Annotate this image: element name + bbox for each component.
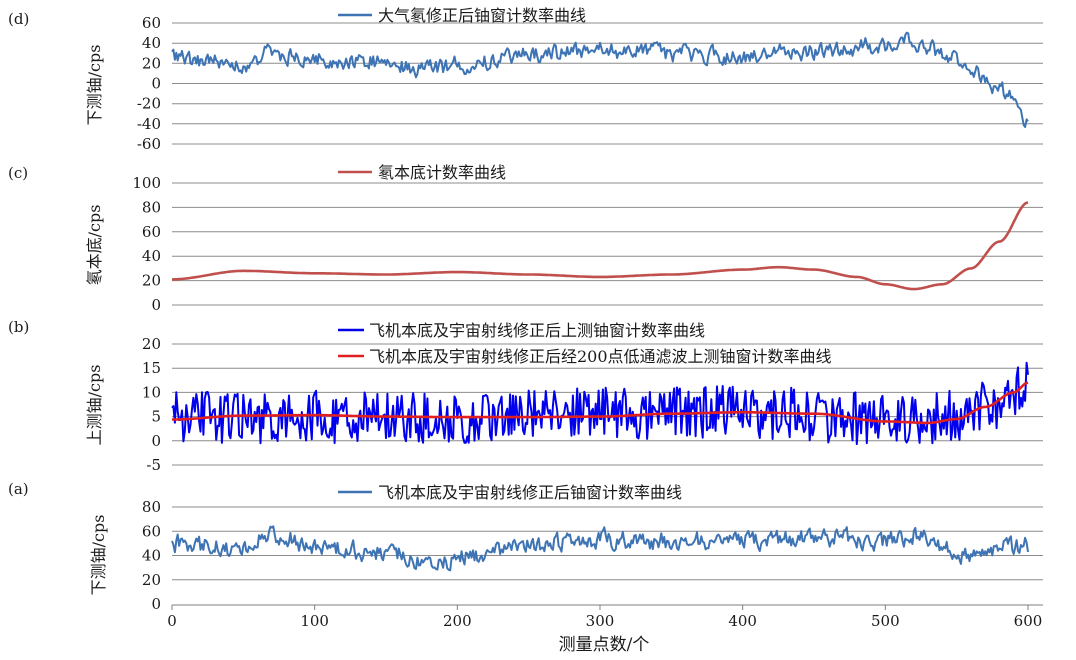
panel-d-legend: 大气氡修正后铀窗计数率曲线 [338,6,586,25]
panel-c-ytick-label: 20 [142,272,161,290]
x-tick-label: 0 [167,612,177,630]
panel-b-ytick-label: 5 [151,408,161,426]
panel-c-ylabel: 氡本底/cps [85,205,104,286]
x-tick-label: 600 [1014,612,1043,630]
panel-b-yticks: -5 0 5 10 15 20 [142,335,161,474]
panel-a-ytick-label: 40 [142,547,161,565]
panel-b-ylabel: 上测铀/cps [85,365,104,446]
panel-b-letter: (b) [8,318,29,336]
panel-a-legend-label: 飞机本底及宇宙射线修正后铀窗计数率曲线 [378,483,682,502]
panel-c-letter: (c) [8,164,28,182]
panel-d-ytick-label: 20 [142,54,161,72]
panel-d-ylabel: 下测铀/cps [85,45,104,126]
x-tick-label: 200 [443,612,472,630]
panel-d-ytick-label: -60 [137,135,161,153]
panel-b-legend-label-1: 飞机本底及宇宙射线修正后上测铀窗计数率曲线 [369,321,705,340]
panel-c-ytick-label: 40 [142,247,161,265]
panel-b: (b) 上测铀/cps 飞机本底及宇宙射线修正后上测铀窗计数率曲线 飞机本底及宇… [8,318,1043,474]
panel-c-series-line-1 [172,201,1029,291]
panel-d-legend-label: 大气氡修正后铀窗计数率曲线 [378,6,586,25]
panel-d-yticks: -60 -40 -20 0 20 40 60 [137,14,161,153]
panel-d-ytick-label: -20 [137,95,161,113]
x-tick-label: 400 [728,612,757,630]
panel-c-yticks: 0 20 40 60 80 100 [132,174,161,314]
panel-a: (a) 下测铀/cps 飞机本底及宇宙射线修正后铀窗计数率曲线 0 20 40 60 8… [8,480,1043,613]
panel-b-ytick-label: -5 [146,456,161,474]
panel-d-ytick-label: 0 [151,75,161,93]
panel-a-legend: 飞机本底及宇宙射线修正后铀窗计数率曲线 [338,483,682,502]
panel-c-ytick-label: 100 [132,174,161,192]
panel-b-legend-label-2: 飞机本底及宇宙射线修正后经200点低通滤波上测铀窗计数率曲线 [369,347,832,366]
x-tick-label: 500 [871,612,900,630]
panel-a-yticks: 0 20 40 60 80 [142,498,161,613]
panel-c-ytick-label: 60 [142,223,161,241]
x-axis-label: 测量点数/个 [559,635,650,655]
x-axis: 0 100 200 300 400 500 600 测量点数/个 [167,604,1043,655]
panel-a-ytick-label: 80 [142,498,161,516]
panel-d-grid [172,22,1043,145]
panel-b-ytick-label: 20 [142,335,161,353]
panel-b-ytick-label: 10 [142,383,161,401]
panel-d-letter: (d) [8,10,29,28]
panel-d-ytick-label: -40 [137,115,161,133]
panel-b-ytick-label: 15 [142,359,161,377]
panel-c-grid [172,182,1043,306]
panel-c: (c) 氡本底/cps 氡本底计数率曲线 0 20 40 60 80 100 [8,163,1043,314]
x-tick-label: 100 [300,612,329,630]
panel-a-ylabel: 下测铀/cps [89,515,108,596]
panel-c-legend: 氡本底计数率曲线 [338,163,506,182]
panel-b-series [171,361,1029,446]
panel-c-legend-label: 氡本底计数率曲线 [378,163,506,182]
panel-a-ytick-label: 20 [142,571,161,589]
panel-d-ytick-label: 60 [142,14,161,32]
panel-b-series-line-1 [171,361,1029,446]
panel-a-series-line-1 [171,525,1029,572]
panel-d: (d) 下测铀/cps 大气氡修正后铀窗计数率曲线 -60 -40 -20 0 20 40… [8,6,1043,153]
panel-c-ytick-label: 80 [142,198,161,216]
x-tick-label: 300 [586,612,615,630]
panel-d-series [171,31,1029,128]
panel-a-ytick-label: 60 [142,522,161,540]
panel-c-ytick-label: 0 [151,296,161,314]
panel-a-series [171,525,1029,572]
panel-b-legend: 飞机本底及宇宙射线修正后上测铀窗计数率曲线 飞机本底及宇宙射线修正后经200点低… [338,321,832,366]
panel-a-letter: (a) [8,480,29,498]
panel-b-series-line-2 [172,381,1029,425]
panel-d-ytick-label: 40 [142,34,161,52]
panel-c-series [172,201,1029,291]
panel-a-grid [172,506,1043,581]
panel-b-ytick-label: 0 [151,432,161,450]
panel-d-series-line-1 [171,31,1029,128]
panel-a-ytick-label: 0 [151,595,161,613]
